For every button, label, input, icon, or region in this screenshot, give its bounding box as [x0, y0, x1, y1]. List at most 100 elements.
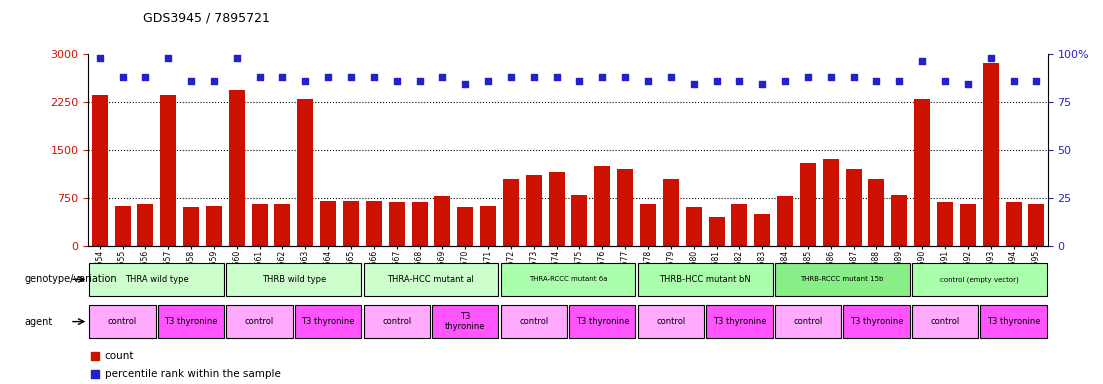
Point — [936, 78, 954, 84]
Text: control: control — [245, 317, 275, 326]
Text: T3 thyronine: T3 thyronine — [301, 317, 355, 326]
Bar — [706, 305, 772, 338]
Point — [685, 81, 703, 88]
Point — [548, 74, 566, 80]
Text: control: control — [108, 317, 137, 326]
Text: T3 thyronine: T3 thyronine — [713, 317, 767, 326]
Point — [388, 78, 406, 84]
Bar — [183, 207, 199, 246]
Text: percentile rank within the sample: percentile rank within the sample — [105, 369, 280, 379]
Bar — [435, 196, 450, 246]
Bar — [366, 201, 382, 246]
Point — [868, 78, 886, 84]
Bar — [458, 207, 473, 246]
Bar — [480, 206, 496, 246]
Bar — [774, 263, 910, 296]
Bar — [938, 202, 953, 246]
Point — [416, 138, 433, 144]
Point — [416, 301, 433, 308]
Point — [114, 74, 131, 80]
Bar — [160, 95, 176, 246]
Bar — [388, 202, 405, 246]
Point — [320, 74, 338, 80]
Bar — [983, 63, 998, 246]
Bar — [638, 305, 704, 338]
Point — [433, 74, 451, 80]
Point — [959, 81, 976, 88]
Bar — [226, 305, 292, 338]
Bar — [501, 263, 635, 296]
Bar — [618, 169, 633, 246]
Bar — [595, 166, 610, 246]
Point — [593, 74, 611, 80]
Text: agent: agent — [24, 316, 53, 327]
Bar — [708, 217, 725, 246]
Text: GDS3945 / 7895721: GDS3945 / 7895721 — [143, 12, 270, 25]
Point — [1028, 78, 1046, 84]
Point — [639, 78, 656, 84]
Bar — [526, 175, 542, 246]
Bar — [844, 305, 910, 338]
Bar — [432, 305, 499, 338]
Bar — [912, 263, 1047, 296]
Bar — [411, 202, 428, 246]
Bar — [548, 172, 565, 246]
Bar — [846, 169, 861, 246]
Text: T3 thyronine: T3 thyronine — [849, 317, 903, 326]
Bar — [503, 179, 518, 246]
Text: THRA-HCC mutant al: THRA-HCC mutant al — [387, 275, 474, 284]
Point — [662, 74, 679, 80]
Point — [297, 78, 314, 84]
Bar — [960, 204, 976, 246]
Point — [982, 55, 999, 61]
Bar — [364, 305, 430, 338]
Point — [777, 78, 794, 84]
Text: count: count — [105, 351, 135, 361]
Point — [159, 55, 176, 61]
Bar — [686, 207, 702, 246]
Bar — [800, 162, 816, 246]
Point — [365, 74, 383, 80]
Bar — [206, 206, 222, 246]
Text: THRA-RCCC mutant 6a: THRA-RCCC mutant 6a — [528, 276, 608, 282]
Bar — [640, 204, 656, 246]
Point — [708, 78, 726, 84]
Bar — [754, 214, 770, 246]
Text: control: control — [520, 317, 548, 326]
Bar — [298, 99, 313, 246]
Bar — [638, 263, 772, 296]
Point — [457, 81, 474, 88]
Point — [479, 78, 496, 84]
Point — [502, 74, 520, 80]
Point — [342, 74, 360, 80]
Bar — [251, 204, 268, 246]
Point — [890, 78, 908, 84]
Bar — [320, 201, 336, 246]
Point — [730, 78, 748, 84]
Point — [205, 78, 223, 84]
Bar — [774, 305, 842, 338]
Bar — [228, 90, 245, 246]
Text: T3 thyronine: T3 thyronine — [576, 317, 629, 326]
Text: genotype/variation: genotype/variation — [24, 274, 117, 285]
Point — [228, 55, 246, 61]
Bar — [731, 204, 748, 246]
Point — [822, 74, 839, 80]
Point — [410, 78, 428, 84]
Bar — [823, 159, 838, 246]
Bar — [571, 195, 588, 246]
Text: control (empty vector): control (empty vector) — [940, 276, 1019, 283]
Text: T3
thyronine: T3 thyronine — [445, 312, 485, 331]
Bar — [868, 179, 885, 246]
Bar — [663, 179, 678, 246]
Text: THRB wild type: THRB wild type — [261, 275, 326, 284]
Point — [137, 74, 154, 80]
Point — [570, 78, 588, 84]
Point — [845, 74, 863, 80]
Bar — [226, 263, 362, 296]
Bar — [92, 95, 108, 246]
Point — [250, 74, 268, 80]
Point — [525, 74, 543, 80]
Bar — [343, 201, 358, 246]
Text: THRB-RCCC mutant 15b: THRB-RCCC mutant 15b — [801, 276, 884, 282]
